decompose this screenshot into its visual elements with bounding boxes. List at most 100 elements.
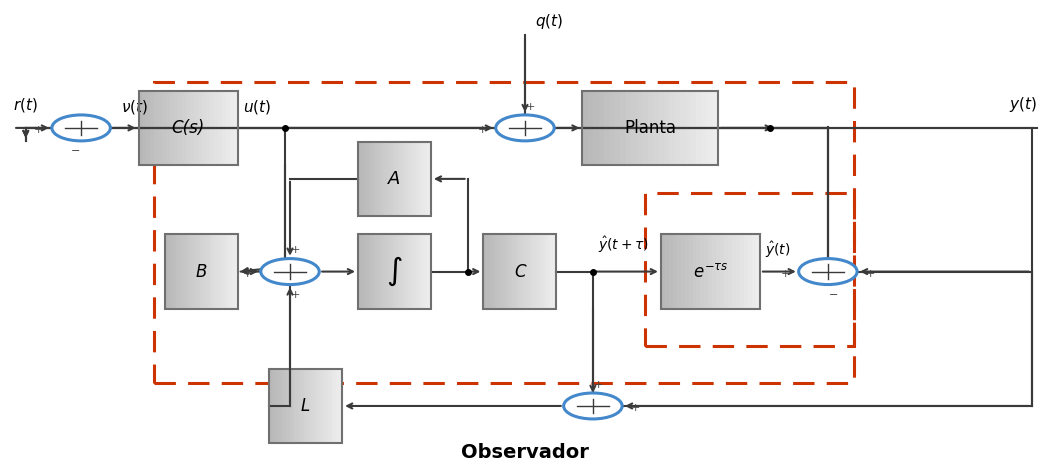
Bar (483, 234, 486, 309)
Bar (680, 91, 686, 165)
Bar (428, 142, 430, 216)
Bar (284, 369, 287, 443)
Bar (339, 369, 342, 443)
Bar (696, 91, 702, 165)
Bar (685, 234, 689, 309)
Text: $\hat{y}(t)$: $\hat{y}(t)$ (765, 240, 791, 260)
Bar (393, 234, 396, 309)
Text: +: + (291, 290, 300, 300)
Circle shape (799, 258, 857, 285)
Bar (381, 142, 384, 216)
Bar (604, 91, 610, 165)
Bar (533, 234, 536, 309)
Bar (390, 234, 393, 309)
Bar (631, 91, 636, 165)
Bar (278, 369, 280, 443)
Bar (675, 91, 680, 165)
Bar (547, 234, 550, 309)
Bar (702, 91, 708, 165)
Bar (220, 234, 224, 309)
Bar (366, 142, 370, 216)
Bar (218, 91, 222, 165)
Bar (206, 91, 210, 165)
Text: +: + (866, 269, 876, 279)
Bar (712, 234, 716, 309)
Bar (414, 234, 417, 309)
Bar (376, 234, 378, 309)
Bar (198, 91, 202, 165)
Bar (319, 369, 321, 443)
Bar (178, 91, 183, 165)
Bar (550, 234, 553, 309)
Bar (275, 369, 278, 443)
Bar (748, 234, 752, 309)
Text: −: − (71, 146, 81, 156)
Bar (188, 234, 191, 309)
Bar (660, 234, 665, 309)
Text: $e^{-\tau s}$: $e^{-\tau s}$ (693, 263, 729, 280)
Bar (527, 234, 530, 309)
Bar (545, 234, 547, 309)
Bar (358, 142, 430, 216)
Circle shape (260, 258, 319, 285)
Bar (230, 91, 234, 165)
Bar (287, 369, 290, 443)
Text: L: L (301, 397, 311, 415)
Bar (269, 369, 342, 443)
Bar (740, 234, 744, 309)
Text: Planta: Planta (625, 119, 676, 137)
Bar (399, 234, 402, 309)
Circle shape (496, 115, 554, 141)
Text: $u(t)$: $u(t)$ (243, 98, 271, 116)
Bar (705, 234, 709, 309)
Text: $y(t)$: $y(t)$ (1009, 95, 1036, 114)
Bar (610, 91, 615, 165)
Bar (419, 234, 422, 309)
Bar (232, 234, 235, 309)
Bar (708, 91, 713, 165)
Bar (506, 234, 509, 309)
Bar (165, 234, 237, 309)
Bar (186, 91, 190, 165)
Bar (509, 234, 512, 309)
Bar (411, 234, 414, 309)
Bar (176, 234, 180, 309)
Bar (680, 234, 685, 309)
Bar (516, 234, 519, 309)
Bar (211, 234, 214, 309)
Bar (645, 193, 854, 346)
Bar (636, 91, 643, 165)
Bar (226, 234, 229, 309)
Bar (411, 142, 414, 216)
Bar (229, 234, 232, 309)
Bar (689, 234, 693, 309)
Bar (673, 234, 676, 309)
Bar (150, 91, 154, 165)
Bar (321, 369, 324, 443)
Bar (217, 234, 220, 309)
Bar (414, 142, 417, 216)
Bar (331, 369, 334, 443)
Bar (542, 234, 545, 309)
Bar (310, 369, 313, 443)
Bar (425, 234, 428, 309)
Text: $\hat{y}(t+\tau)$: $\hat{y}(t+\tau)$ (598, 235, 649, 255)
Bar (504, 234, 506, 309)
Bar (553, 234, 556, 309)
Text: C: C (513, 263, 526, 280)
Bar (170, 234, 173, 309)
Bar (626, 91, 631, 165)
Text: $r(t)$: $r(t)$ (14, 96, 38, 114)
Bar (396, 142, 399, 216)
Bar (598, 91, 604, 165)
Bar (696, 234, 700, 309)
Bar (376, 142, 378, 216)
Text: +: + (631, 403, 640, 413)
Bar (658, 91, 664, 165)
Bar (384, 234, 387, 309)
Text: +: + (526, 102, 534, 112)
Bar (539, 234, 542, 309)
Text: $q(t)$: $q(t)$ (536, 12, 564, 30)
Circle shape (564, 393, 623, 419)
Bar (648, 91, 653, 165)
